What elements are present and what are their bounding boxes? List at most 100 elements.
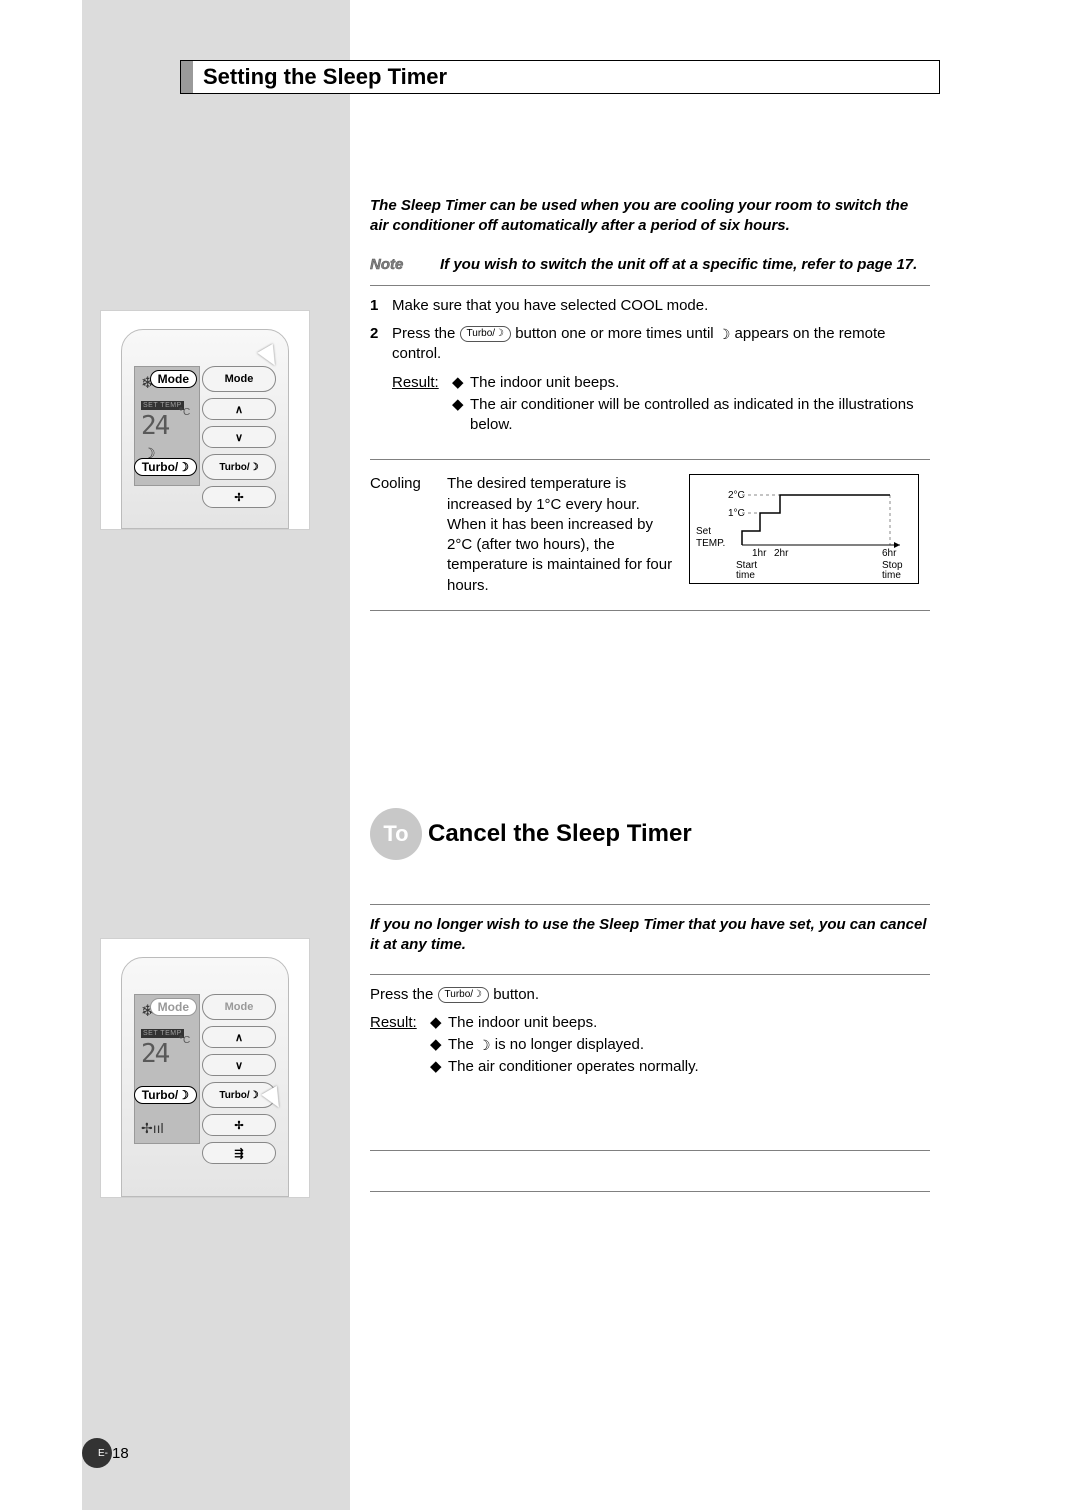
rule [370, 459, 930, 460]
temp-chart: 2°C 1°C Set TEMP. 1hr 2hr 6hr Start time… [689, 474, 919, 584]
press-pre: Press the [370, 986, 438, 1003]
section2-heading: Cancel the Sleep Timer [428, 820, 692, 848]
moon-inline-icon: ☽ [718, 325, 731, 344]
step-1: 1 Make sure that you have selected COOL … [370, 296, 930, 316]
remote-body: ❄ SET TEMP 24 °C ☽ Mode Mode ∧ ∨ Turbo/☽… [121, 329, 289, 529]
step2-mid: button one or more times until [511, 325, 718, 342]
chart-temp: TEMP. [696, 537, 725, 551]
press-post: button. [489, 986, 539, 1003]
remote-buttons: Mode Mode ∧ ∨ Turbo/☽ Turbo/☽ ✢ [202, 366, 276, 508]
result-label: Result: [392, 373, 452, 438]
fan-icon: ✢ [234, 1119, 243, 1132]
remote-body: ❄ SET TEMP 24 °C ✢ııl Mode Mode ∧ ∨ Turb… [121, 957, 289, 1197]
chart-y-1c: 1°C [728, 507, 745, 521]
bullet-icon: ◆ [452, 395, 470, 436]
result-item: The indoor unit beeps. [470, 373, 619, 393]
section2-content: If you no longer wish to use the Sleep T… [370, 896, 930, 1202]
note-text: If you wish to switch the unit off at a … [440, 255, 930, 275]
mode-label: Mode [225, 1001, 254, 1013]
bullet-icon: ◆ [430, 1057, 448, 1077]
left-gray-band [82, 0, 350, 1510]
chart-2hr: 2hr [774, 547, 788, 561]
result-item: The indoor unit beeps. [448, 1013, 597, 1033]
result-label: Result: [370, 1013, 430, 1080]
remote-screen: ❄ SET TEMP 24 °C ✢ııl [134, 994, 200, 1144]
bullet-icon: ◆ [430, 1035, 448, 1055]
chart-y-2c: 2°C [728, 489, 745, 503]
step-2: 2 Press the Turbo/☽ button one or more t… [370, 324, 930, 365]
page-title-bar: Setting the Sleep Timer [180, 60, 940, 94]
rule [370, 974, 930, 975]
turbo-callout: Turbo/☽ [134, 458, 197, 476]
rule [370, 1150, 930, 1151]
page-number: E- 18 [82, 1438, 129, 1468]
press-line: Press the Turbo/☽ button. [370, 985, 930, 1005]
cooling-label: Cooling [370, 474, 435, 596]
up-button: ∧ [202, 398, 276, 420]
step-num: 2 [370, 324, 392, 365]
mode-callout: Mode [150, 998, 197, 1016]
page-number-circle: E- [82, 1438, 112, 1468]
fan-button: ✢ [202, 486, 276, 508]
page-prefix: E- [98, 1448, 108, 1459]
bullet-icon: ◆ [430, 1013, 448, 1033]
section2-intro: If you no longer wish to use the Sleep T… [370, 915, 930, 956]
section1-content: The Sleep Timer can be used when you are… [370, 196, 930, 621]
chart-start-time: time [736, 569, 755, 583]
result-item: The air conditioner will be controlled a… [470, 395, 930, 436]
turbo-label: Turbo/☽ [219, 462, 258, 473]
up-icon: ∧ [235, 1031, 243, 1044]
result-block: Result: ◆The indoor unit beeps. ◆The air… [392, 373, 930, 438]
pointer-arrow-icon [257, 344, 283, 370]
step2-pre: Press the [392, 325, 460, 342]
mode-button: Mode Mode [202, 994, 276, 1020]
result-items: ◆The indoor unit beeps. ◆The ☽ is no lon… [430, 1013, 930, 1080]
note-label: Note [370, 255, 440, 275]
temp-unit: °C [179, 407, 190, 418]
turbo-inline-icon: Turbo/☽ [438, 987, 490, 1003]
cooling-text: The desired temperature is increased by … [447, 474, 677, 596]
result-item: The air conditioner operates normally. [448, 1057, 699, 1077]
mode-label: Mode [225, 373, 254, 385]
page-title: Setting the Sleep Timer [203, 64, 447, 90]
pointer-arrow-icon [261, 1086, 287, 1112]
temp-value: 24 [141, 1039, 168, 1069]
remote-illustration-1: ❄ SET TEMP 24 °C ☽ Mode Mode ∧ ∨ Turbo/☽… [100, 310, 310, 530]
turbo-button: Turbo/☽ Turbo/☽ [202, 1082, 276, 1108]
mode-button: Mode Mode [202, 366, 276, 392]
step-text: Press the Turbo/☽ button one or more tim… [392, 324, 930, 365]
down-icon: ∨ [235, 1059, 243, 1072]
set-temp-label: SET TEMP [141, 1029, 184, 1038]
down-button: ∨ [202, 1054, 276, 1076]
step-num: 1 [370, 296, 392, 316]
rule [370, 1191, 930, 1192]
fan-button: ✢ [202, 1114, 276, 1136]
turbo-label: Turbo/☽ [219, 1090, 258, 1101]
to-circle: To [370, 808, 422, 860]
set-temp-label: SET TEMP [141, 401, 184, 410]
fan-icon: ✢ [234, 491, 243, 504]
rule [370, 904, 930, 905]
remote-illustration-2: ❄ SET TEMP 24 °C ✢ııl Mode Mode ∧ ∨ Turb… [100, 938, 310, 1198]
remote-buttons: Mode Mode ∧ ∨ Turbo/☽ Turbo/☽ ✢ ⇶ [202, 994, 276, 1164]
result-items: ◆The indoor unit beeps. ◆The air conditi… [452, 373, 930, 438]
rule [370, 610, 930, 611]
swing-button: ⇶ [202, 1142, 276, 1164]
bullet-icon: ◆ [452, 373, 470, 393]
page-num-value: 18 [112, 1445, 129, 1462]
up-icon: ∧ [235, 403, 243, 416]
up-button: ∧ [202, 1026, 276, 1048]
chart-stop-time: time [882, 569, 901, 583]
swing-icon: ⇶ [234, 1147, 243, 1160]
section1-intro: The Sleep Timer can be used when you are… [370, 196, 930, 237]
moon-inline-icon: ☽ [478, 1036, 491, 1055]
turbo-callout: Turbo/☽ [134, 1086, 197, 1104]
rule [370, 285, 930, 286]
temp-unit: °C [179, 1035, 190, 1046]
note-row: Note If you wish to switch the unit off … [370, 255, 930, 275]
fan-bars-icon: ✢ııl [141, 1120, 164, 1137]
down-button: ∨ [202, 426, 276, 448]
mode-callout: Mode [150, 370, 197, 388]
section2-title: To Cancel the Sleep Timer [370, 808, 692, 860]
turbo-inline-icon: Turbo/☽ [460, 326, 512, 342]
